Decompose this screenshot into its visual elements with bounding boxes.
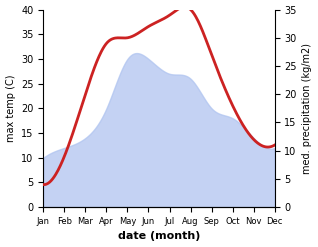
X-axis label: date (month): date (month): [118, 231, 200, 242]
Y-axis label: med. precipitation (kg/m2): med. precipitation (kg/m2): [302, 43, 313, 174]
Y-axis label: max temp (C): max temp (C): [5, 75, 16, 142]
